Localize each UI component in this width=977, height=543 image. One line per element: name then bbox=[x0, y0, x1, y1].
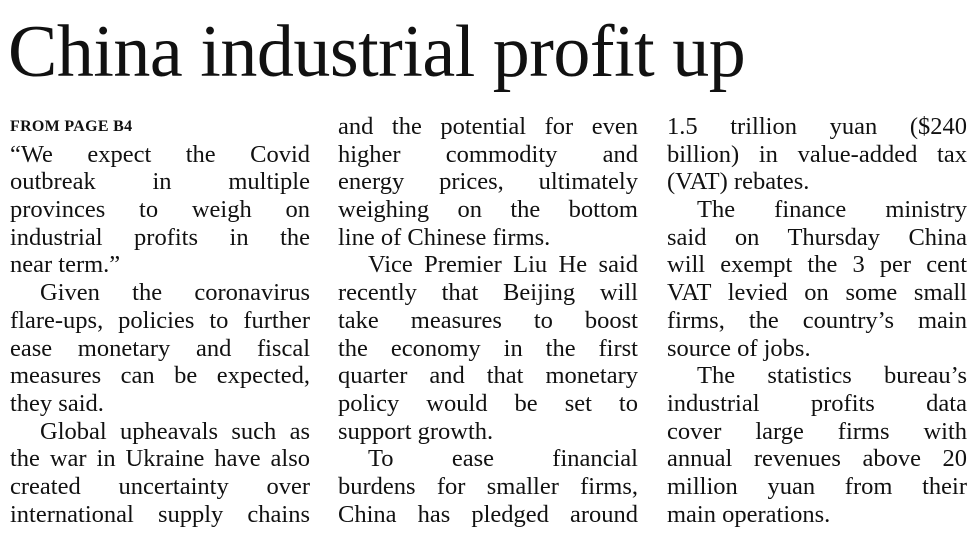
paragraph-line: the war in Ukraine have also bbox=[10, 445, 310, 473]
dateline: FROM PAGE B4 bbox=[10, 118, 133, 135]
paragraph-line: and the potential for even bbox=[338, 113, 638, 140]
paragraph-line: (VAT) rebates. bbox=[667, 168, 810, 196]
article-column-2: and the potential for even higher commodi… bbox=[338, 113, 638, 528]
paragraph-line: source of jobs. bbox=[667, 334, 811, 362]
paragraph-line: provinces to weigh on bbox=[10, 196, 310, 224]
paragraph-line: line of Chinese firms. bbox=[338, 223, 551, 251]
paragraph-line: Global upheavals such as bbox=[40, 417, 310, 445]
paragraph-line: Given the coronavirus bbox=[40, 279, 310, 307]
article-column-3: 1.5 trillion yuan ($240 billion) in value… bbox=[667, 113, 967, 528]
paragraph-line: The finance ministry bbox=[697, 196, 967, 224]
paragraph-line: ease monetary and fiscal bbox=[10, 334, 310, 362]
paragraph-line: VAT levied on some small bbox=[667, 279, 967, 307]
paragraph-line: policy would be set to bbox=[338, 389, 638, 417]
article-column-1: FROM PAGE B4 “We expect the Covid outbreak… bbox=[10, 113, 310, 528]
paragraph-line: million yuan from their bbox=[667, 472, 967, 500]
paragraph-line: they said. bbox=[10, 389, 104, 417]
paragraph-line: support growth. bbox=[338, 417, 494, 445]
paragraph-line: recently that Beijing will bbox=[338, 279, 638, 307]
paragraph-line: flare-ups, policies to further bbox=[10, 306, 310, 334]
paragraph-line: created uncertainty over bbox=[10, 472, 310, 500]
paragraph-line: billion) in value-added tax bbox=[667, 140, 967, 168]
paragraph-line: take measures to boost bbox=[338, 306, 638, 334]
paragraph-line: The statistics bureau’s bbox=[697, 362, 967, 390]
paragraph-line: international supply chains bbox=[10, 500, 310, 528]
paragraph-line: 1.5 trillion yuan ($240 bbox=[667, 113, 967, 140]
paragraph-line: outbreak in multiple bbox=[10, 168, 310, 196]
paragraph-line: firms, the country’s main bbox=[667, 306, 967, 334]
headline: China industrial profit up bbox=[8, 11, 746, 93]
paragraph-line: industrial profits data bbox=[667, 389, 967, 417]
paragraph-line: weighing on the bottom bbox=[338, 196, 638, 224]
paragraph-line: higher commodity and bbox=[338, 140, 638, 168]
paragraph-line: quarter and that monetary bbox=[338, 362, 638, 390]
paragraph-line: To ease financial bbox=[368, 445, 638, 473]
paragraph-line: annual revenues above 20 bbox=[667, 445, 967, 473]
paragraph-line: the economy in the first bbox=[338, 334, 638, 362]
paragraph-line: China has pledged around bbox=[338, 500, 638, 528]
paragraph-line: Vice Premier Liu He said bbox=[368, 251, 638, 279]
paragraph-line: “We expect the Covid bbox=[10, 140, 310, 168]
paragraph-line: said on Thursday China bbox=[667, 223, 967, 251]
paragraph-line: main operations. bbox=[667, 500, 831, 528]
paragraph-line: measures can be expected, bbox=[10, 362, 310, 390]
paragraph-line: industrial profits in the bbox=[10, 223, 310, 251]
paragraph-line: energy prices, ultimately bbox=[338, 168, 638, 196]
paragraph-line: burdens for smaller firms, bbox=[338, 472, 638, 500]
paragraph-line: will exempt the 3 per cent bbox=[667, 251, 967, 279]
paragraph-line: cover large firms with bbox=[667, 417, 967, 445]
paragraph-line: near term.” bbox=[10, 251, 121, 279]
